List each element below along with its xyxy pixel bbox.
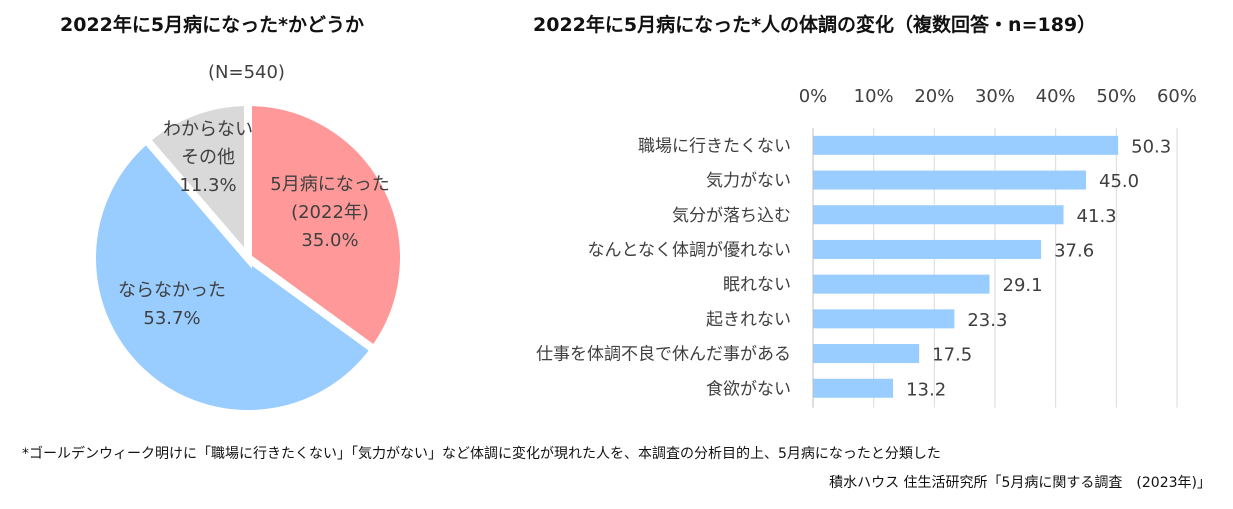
pie-category-label: 5月病になった	[270, 174, 389, 195]
x-tick-label: 60%	[1157, 86, 1197, 107]
pie-value-label: 35.0%	[301, 230, 358, 251]
category-label: 気分が落ち込む	[672, 206, 791, 226]
pie-slice	[140, 97, 252, 269]
x-tick-label: 10%	[854, 86, 894, 107]
category-label: 眠れない	[723, 275, 791, 295]
bar	[813, 274, 990, 294]
bar-value-label: 17.5	[932, 345, 972, 366]
pie-title: 2022年に5月病になった*かどうか	[60, 14, 365, 36]
x-tick-label: 20%	[914, 86, 954, 107]
pie-value-label: 11.3%	[179, 175, 236, 196]
footnote: *ゴールデンウィーク明けに「職場に行きたくない」「気力がない」など体調に変化が現…	[22, 446, 941, 462]
pie-category-label: ならなかった	[118, 280, 226, 301]
bar-value-label: 13.2	[906, 379, 946, 400]
pie-value-label: 53.7%	[143, 308, 200, 329]
bar	[813, 309, 955, 329]
category-label: 食欲がない	[706, 379, 791, 399]
pie-subtitle: (N=540)	[208, 62, 285, 83]
bar	[813, 378, 894, 398]
bar	[813, 239, 1042, 259]
bar-value-label: 23.3	[967, 310, 1007, 331]
category-label: 職場に行きたくない	[638, 136, 791, 156]
x-tick-label: 30%	[975, 86, 1015, 107]
pie-category-label: その他	[181, 147, 235, 168]
bar-value-label: 41.3	[1077, 206, 1117, 227]
pie-slice	[244, 97, 408, 356]
bar-value-label: 45.0	[1099, 171, 1139, 192]
bar	[813, 170, 1086, 190]
bar-value-label: 29.1	[1003, 275, 1043, 296]
pie-category-label: わからない	[163, 119, 253, 140]
pie-category-label: (2022年)	[291, 202, 369, 223]
x-tick-label: 50%	[1096, 86, 1136, 107]
bar	[813, 135, 1119, 155]
category-label: 気力がない	[706, 171, 791, 191]
pie-slice	[88, 134, 380, 418]
bar-value-label: 37.6	[1054, 240, 1094, 261]
bar-title: 2022年に5月病になった*人の体調の変化（複数回答・n=189）	[533, 14, 1097, 36]
bar-value-label: 50.3	[1131, 136, 1171, 157]
category-label: 仕事を体調不良で休んだ事がある	[536, 345, 791, 365]
bar-chart: 0% 10% 20% 30% 40% 50% 60% 職場に行きたくない 50.3 気力がない 45…	[536, 86, 1197, 408]
category-label: なんとなく体調が優れない	[588, 240, 792, 260]
source: 積水ハウス 住生活研究所「5月病に関する調査 (2023年)」	[829, 475, 1211, 491]
x-tick-label: 0%	[799, 86, 828, 107]
x-tick-label: 40%	[1036, 86, 1076, 107]
bar	[813, 205, 1064, 225]
bar	[813, 344, 920, 364]
category-label: 起きれない	[706, 310, 791, 330]
